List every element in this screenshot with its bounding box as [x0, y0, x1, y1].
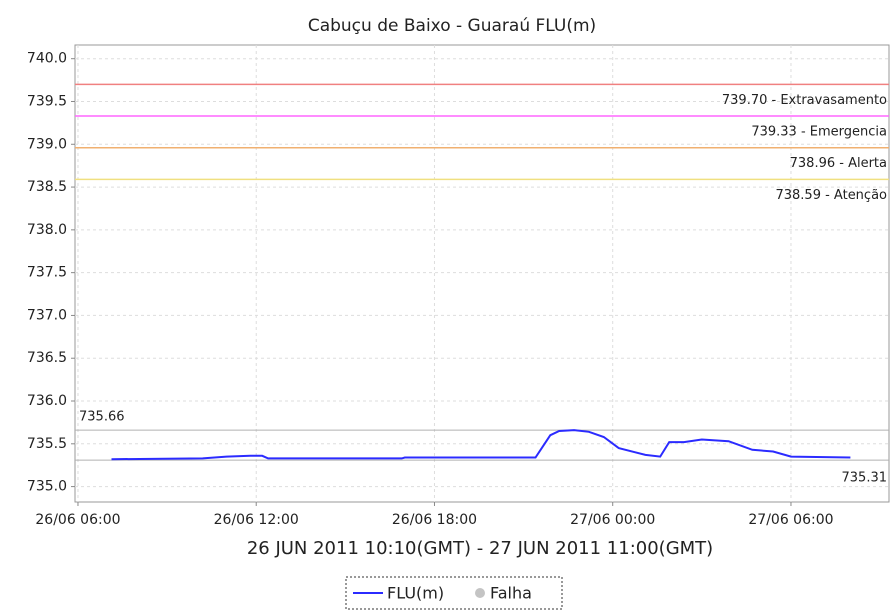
x-tick-label: 26/06 18:00 [392, 512, 477, 528]
y-tick-label: 739.5 [27, 93, 67, 109]
data-line [111, 429, 851, 461]
y-tick-label: 739.0 [27, 136, 67, 152]
threshold-label: 739.70 - Extravasamento [722, 93, 887, 108]
plot-frame [74, 44, 890, 503]
y-tick-label: 737.0 [27, 307, 67, 323]
y-tick-label: 736.5 [27, 350, 67, 366]
y-tick-label: 737.5 [27, 265, 67, 281]
extreme-label: 735.31 [842, 471, 888, 486]
legend-label: FLU(m) [387, 584, 444, 603]
y-tick-label: 738.0 [27, 222, 67, 238]
threshold-label: 739.33 - Emergencia [751, 125, 887, 140]
y-tick-label: 735.5 [27, 436, 67, 452]
chart-subtitle: 26 JUN 2011 10:10(GMT) - 27 JUN 2011 11:… [247, 538, 713, 559]
x-tick-label: 26/06 06:00 [35, 512, 120, 528]
x-tick-label: 27/06 00:00 [570, 512, 655, 528]
threshold-label: 738.59 - Atenção [775, 188, 887, 203]
legend-label: Falha [490, 584, 532, 603]
legend-swatch [475, 588, 485, 598]
x-tick-label: 26/06 12:00 [214, 512, 299, 528]
threshold-label: 738.96 - Alerta [790, 156, 887, 171]
chart-title: Cabuçu de Baixo - Guaraú FLU(m) [308, 16, 596, 36]
y-tick-label: 740.0 [27, 51, 67, 67]
x-tick-label: 27/06 06:00 [748, 512, 833, 528]
y-tick-label: 735.0 [27, 479, 67, 495]
y-tick-label: 738.5 [27, 179, 67, 195]
extreme-label: 735.66 [79, 410, 125, 425]
y-tick-label: 736.0 [27, 393, 67, 409]
